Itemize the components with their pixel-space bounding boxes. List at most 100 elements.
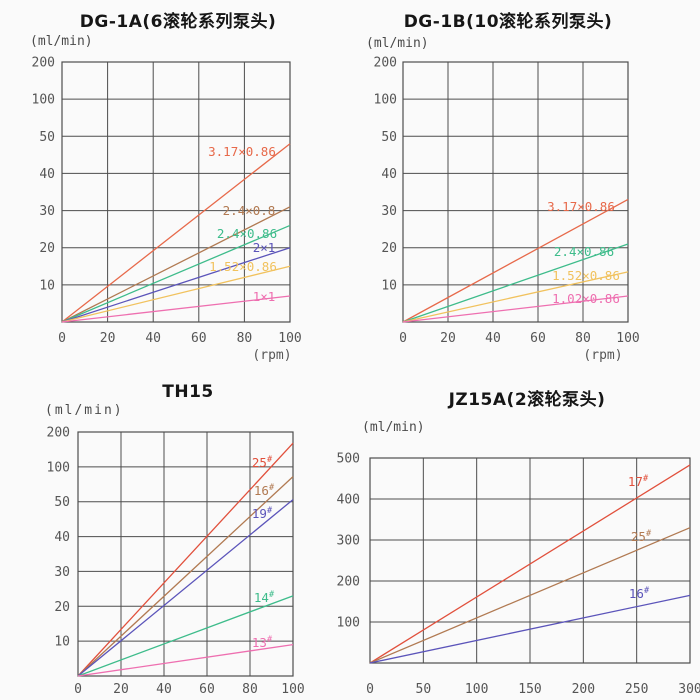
series-line (61, 224, 291, 323)
series-label: 2.4×0.8 (223, 203, 276, 218)
x-tick-label: 20 (100, 331, 116, 346)
y-tick-label: 200 (374, 56, 397, 71)
series-label: 2×1 (253, 240, 276, 255)
y-tick-label: 10 (39, 278, 55, 293)
x-unit-label: (rpm) (252, 348, 291, 363)
y-tick-label: 40 (381, 167, 397, 182)
chart-title-th15: TH15 (162, 382, 214, 402)
plot-border (369, 457, 691, 664)
series-line (61, 295, 291, 323)
series-line (61, 206, 291, 323)
y-tick-label: 50 (381, 130, 397, 145)
series-line (369, 464, 691, 664)
x-tick-label: 200 (572, 682, 595, 697)
y-tick-label: 100 (337, 616, 360, 631)
chart-title-dg1b: DG-1B(10滚轮系列泵头) (403, 12, 613, 32)
series-line (77, 476, 294, 677)
series-label: 2.4×0.86 (217, 226, 277, 241)
series-label: 1×1 (253, 289, 276, 304)
y-tick-label: 200 (32, 56, 55, 71)
y-tick-label: 30 (39, 204, 55, 219)
series-line (402, 295, 629, 323)
chart-title-jz15a: JZ15A(2滚轮泵头) (448, 390, 606, 410)
series-line (77, 595, 294, 677)
x-tick-label: 50 (416, 682, 432, 697)
y-tick-label: 200 (47, 426, 70, 441)
series-line (61, 247, 291, 323)
y-tick-label: 30 (54, 565, 70, 580)
series-label: 1.52×0.86 (552, 268, 620, 283)
y-tick-label: 40 (54, 530, 70, 545)
y-unit-label-th15: (ml/min) (45, 403, 124, 418)
y-tick-label: 200 (337, 575, 360, 590)
x-tick-label: 300 (678, 682, 700, 697)
series-label: 1.02×0.86 (552, 291, 620, 306)
y-tick-label: 500 (337, 452, 360, 467)
series-line (402, 198, 629, 323)
x-tick-label: 0 (399, 331, 407, 346)
series-label: 14# (254, 590, 275, 605)
x-tick-label: 250 (625, 682, 648, 697)
chart-2: 10 20 30 40 50 100 200 0 20 40 60 80 100 25# 16# 19# 14#… (47, 426, 305, 698)
series-label: 16# (254, 483, 275, 498)
x-tick-label: 100 (616, 331, 639, 346)
series-line (61, 265, 291, 323)
chart-1: 10 20 30 40 50 100 200 0 20 40 60 80 100 (rpm) 3.17×0.… (374, 56, 640, 364)
series-line (369, 527, 691, 664)
chart-0: 10 20 30 40 50 100 200 0 20 40 60 80 100 (rpm) 3.17×0.… (32, 56, 302, 364)
series-line (369, 594, 691, 664)
y-tick-label: 300 (337, 534, 360, 549)
x-tick-label: 0 (58, 331, 66, 346)
x-tick-label: 100 (278, 331, 301, 346)
y-unit-label-dg1a: (ml/min) (30, 34, 93, 49)
x-unit-label: (rpm) (583, 348, 622, 363)
y-unit-label-dg1b: (ml/min) (366, 36, 429, 51)
series-line (77, 643, 294, 677)
x-tick-label: 80 (237, 331, 253, 346)
x-tick-label: 100 (281, 682, 304, 697)
series-label: 25# (252, 455, 273, 470)
y-tick-label: 20 (381, 241, 397, 256)
series-label: 3.17×0.86 (208, 144, 276, 159)
y-unit-label-jz15a: (ml/min) (362, 420, 425, 435)
y-tick-label: 20 (54, 600, 70, 615)
y-tick-label: 20 (39, 241, 55, 256)
x-tick-label: 40 (145, 331, 161, 346)
series-line (61, 143, 291, 323)
y-tick-label: 30 (381, 204, 397, 219)
series-label: 25# (631, 529, 652, 544)
series-label: 13# (252, 635, 273, 650)
y-tick-label: 100 (32, 93, 55, 108)
series-label: 1.52×0.86 (209, 259, 277, 274)
plot-border (402, 61, 629, 323)
plot-border (61, 61, 291, 323)
x-tick-label: 40 (485, 331, 501, 346)
x-tick-label: 0 (74, 682, 82, 697)
y-tick-label: 100 (374, 93, 397, 108)
x-tick-label: 60 (199, 682, 215, 697)
y-tick-label: 50 (39, 130, 55, 145)
y-tick-label: 10 (381, 278, 397, 293)
x-tick-label: 150 (518, 682, 541, 697)
x-tick-label: 20 (440, 331, 456, 346)
y-tick-label: 40 (39, 167, 55, 182)
x-tick-label: 60 (191, 331, 207, 346)
x-tick-label: 80 (242, 682, 258, 697)
series-line (402, 271, 629, 323)
series-label: 19# (252, 506, 273, 521)
x-tick-label: 80 (575, 331, 591, 346)
series-line (77, 442, 294, 677)
x-tick-label: 40 (156, 682, 172, 697)
x-tick-label: 60 (530, 331, 546, 346)
series-label: 17# (628, 474, 649, 489)
plot-border (77, 431, 294, 677)
series-label: 3.17×0.86 (547, 199, 615, 214)
y-tick-label: 10 (54, 635, 70, 650)
y-tick-label: 400 (337, 493, 360, 508)
x-tick-label: 20 (113, 682, 129, 697)
x-tick-label: 0 (366, 682, 374, 697)
x-tick-label: 100 (465, 682, 488, 697)
series-line (77, 499, 294, 677)
